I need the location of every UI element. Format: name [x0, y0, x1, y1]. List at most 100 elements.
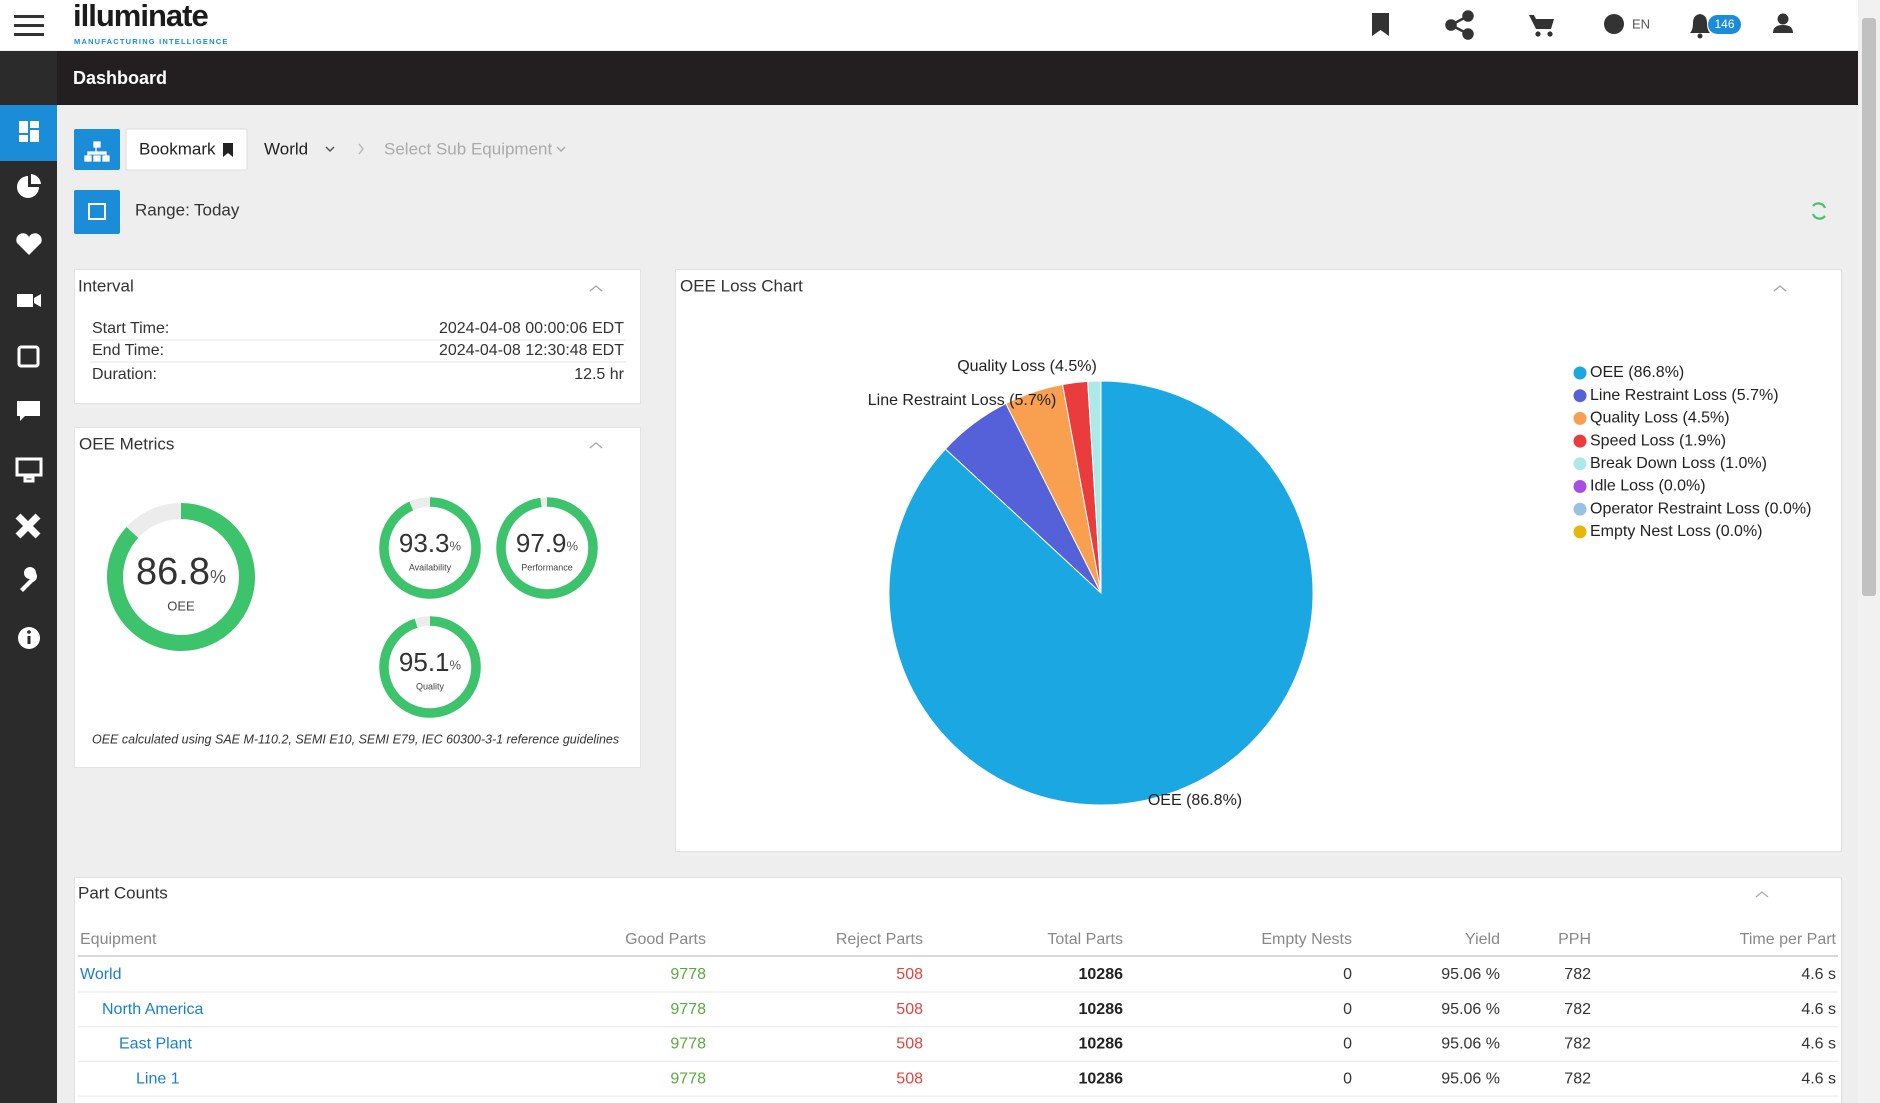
notification-button[interactable]: 146 [1690, 14, 1741, 39]
footnote: OEE calculated using SAE M-110.2, SEMI E… [92, 732, 619, 746]
table-cell: 10286 [1079, 1001, 1124, 1018]
table-cell: 4.6 s [1801, 1036, 1836, 1053]
calendar-button[interactable] [74, 190, 120, 234]
logo-tagline: MANUFACTURING INTELLIGENCE [74, 37, 229, 46]
collapse-button[interactable] [1773, 285, 1787, 292]
column-header: Equipment [80, 931, 157, 948]
interval-panel [74, 269, 641, 404]
cart-wheel [1535, 31, 1541, 37]
top-bar [0, 0, 1858, 51]
menu-line [14, 24, 44, 27]
equipment-link[interactable]: World [80, 966, 122, 983]
cart-body [1529, 15, 1554, 29]
tile [19, 121, 28, 133]
table-cell: 508 [896, 1001, 923, 1018]
hierarchy-button[interactable] [74, 129, 120, 170]
collapse-button[interactable] [589, 442, 603, 449]
tools-nav[interactable] [15, 513, 41, 539]
equipment-link[interactable]: Line 1 [136, 1070, 180, 1087]
gauge-arc [379, 616, 481, 718]
table-cell: 10286 [1079, 1036, 1124, 1053]
calendar-icon [88, 203, 106, 220]
breadcrumb-separator [358, 143, 364, 155]
table-cell: 508 [896, 1070, 923, 1087]
legend-swatch [1573, 434, 1587, 448]
legend-label: Empty Nest Loss (0.0%) [1590, 523, 1763, 540]
share-icon[interactable] [1445, 10, 1474, 40]
health-nav[interactable] [16, 233, 42, 255]
menu-line [14, 15, 44, 18]
notification-count: 146 [1714, 17, 1734, 31]
collapse-button[interactable] [1755, 891, 1769, 898]
gauge-label: Performance [521, 562, 573, 572]
sidebar-active[interactable] [0, 105, 57, 161]
column-header: Good Parts [625, 931, 706, 948]
equipment-link[interactable]: North America [102, 1001, 203, 1018]
table-cell: 9778 [670, 1001, 706, 1018]
title-bar [57, 51, 1858, 105]
gauge-value: 97.9% [516, 528, 579, 558]
legend-swatch [1573, 366, 1587, 380]
gauge-arc [379, 497, 481, 599]
video-nav[interactable] [17, 294, 41, 307]
gauge-value: 93.3% [399, 528, 462, 558]
gauge-arc [496, 497, 598, 599]
user-icon[interactable] [1773, 13, 1793, 34]
scrollbar-thumb[interactable] [1862, 18, 1876, 596]
table-cell: 95.06 % [1441, 1001, 1500, 1018]
table-cell: 508 [896, 1036, 923, 1053]
user-head [1777, 13, 1789, 25]
gauge-unit: % [450, 539, 462, 554]
dashboard-nav[interactable] [19, 121, 39, 142]
legend-swatch [1573, 411, 1587, 425]
gauge-label: OEE [167, 598, 195, 613]
column-header: Reject Parts [836, 931, 923, 948]
table-cell: 508 [896, 966, 923, 983]
info-stem [27, 636, 31, 644]
equipment-select[interactable]: World [264, 139, 308, 158]
equipment-link[interactable]: East Plant [119, 1036, 192, 1053]
refresh-icon[interactable] [1811, 202, 1827, 220]
dropdown-arrow [556, 146, 566, 153]
panel-title: Interval [78, 276, 134, 295]
gauge-value: 95.1% [399, 647, 462, 677]
column-header: Yield [1465, 931, 1500, 948]
table-cell: 782 [1564, 1070, 1591, 1087]
table-cell: 0 [1343, 966, 1352, 983]
share-edge [1450, 23, 1469, 36]
bookmark-button[interactable] [125, 128, 248, 171]
legend-swatch [1573, 457, 1587, 471]
logo[interactable]: illuminate [73, 0, 209, 33]
interval-value: 2024-04-08 00:00:06 EDT [439, 320, 624, 337]
device-nav[interactable] [17, 345, 40, 368]
slice-label: Line Restraint Loss (5.7%) [868, 392, 1057, 409]
gauge-unit: % [210, 567, 226, 587]
legend-swatch [1573, 525, 1587, 539]
language-button[interactable]: EN [1604, 14, 1650, 34]
maintenance-nav[interactable] [20, 567, 38, 592]
cart-icon[interactable] [1529, 15, 1554, 37]
sidebar-icons [15, 121, 43, 649]
display-nav[interactable] [15, 457, 43, 483]
table-cell: 95.06 % [1441, 1070, 1500, 1087]
gauge-unit: % [450, 658, 462, 673]
messages-nav[interactable] [17, 401, 40, 421]
range-value[interactable]: Today [194, 200, 240, 219]
table-cell: 10286 [1079, 1070, 1124, 1087]
gauge-arc [107, 503, 255, 651]
menu-button[interactable] [14, 15, 44, 36]
bookmark-icon[interactable] [1372, 13, 1389, 36]
legend-label: Break Down Loss (1.0%) [1590, 455, 1767, 472]
reports-nav[interactable] [17, 174, 41, 198]
legend-swatch [1573, 502, 1587, 516]
table-cell: 9778 [670, 1036, 706, 1053]
share-edge [1450, 14, 1469, 27]
gauge-number: 95.1 [399, 647, 450, 677]
sub-equipment-select[interactable]: Select Sub Equipment [384, 139, 552, 158]
legend-swatch [1573, 480, 1587, 493]
globe-icon [1604, 14, 1624, 34]
collapse-button[interactable] [589, 285, 603, 292]
bell-icon [1690, 14, 1710, 33]
